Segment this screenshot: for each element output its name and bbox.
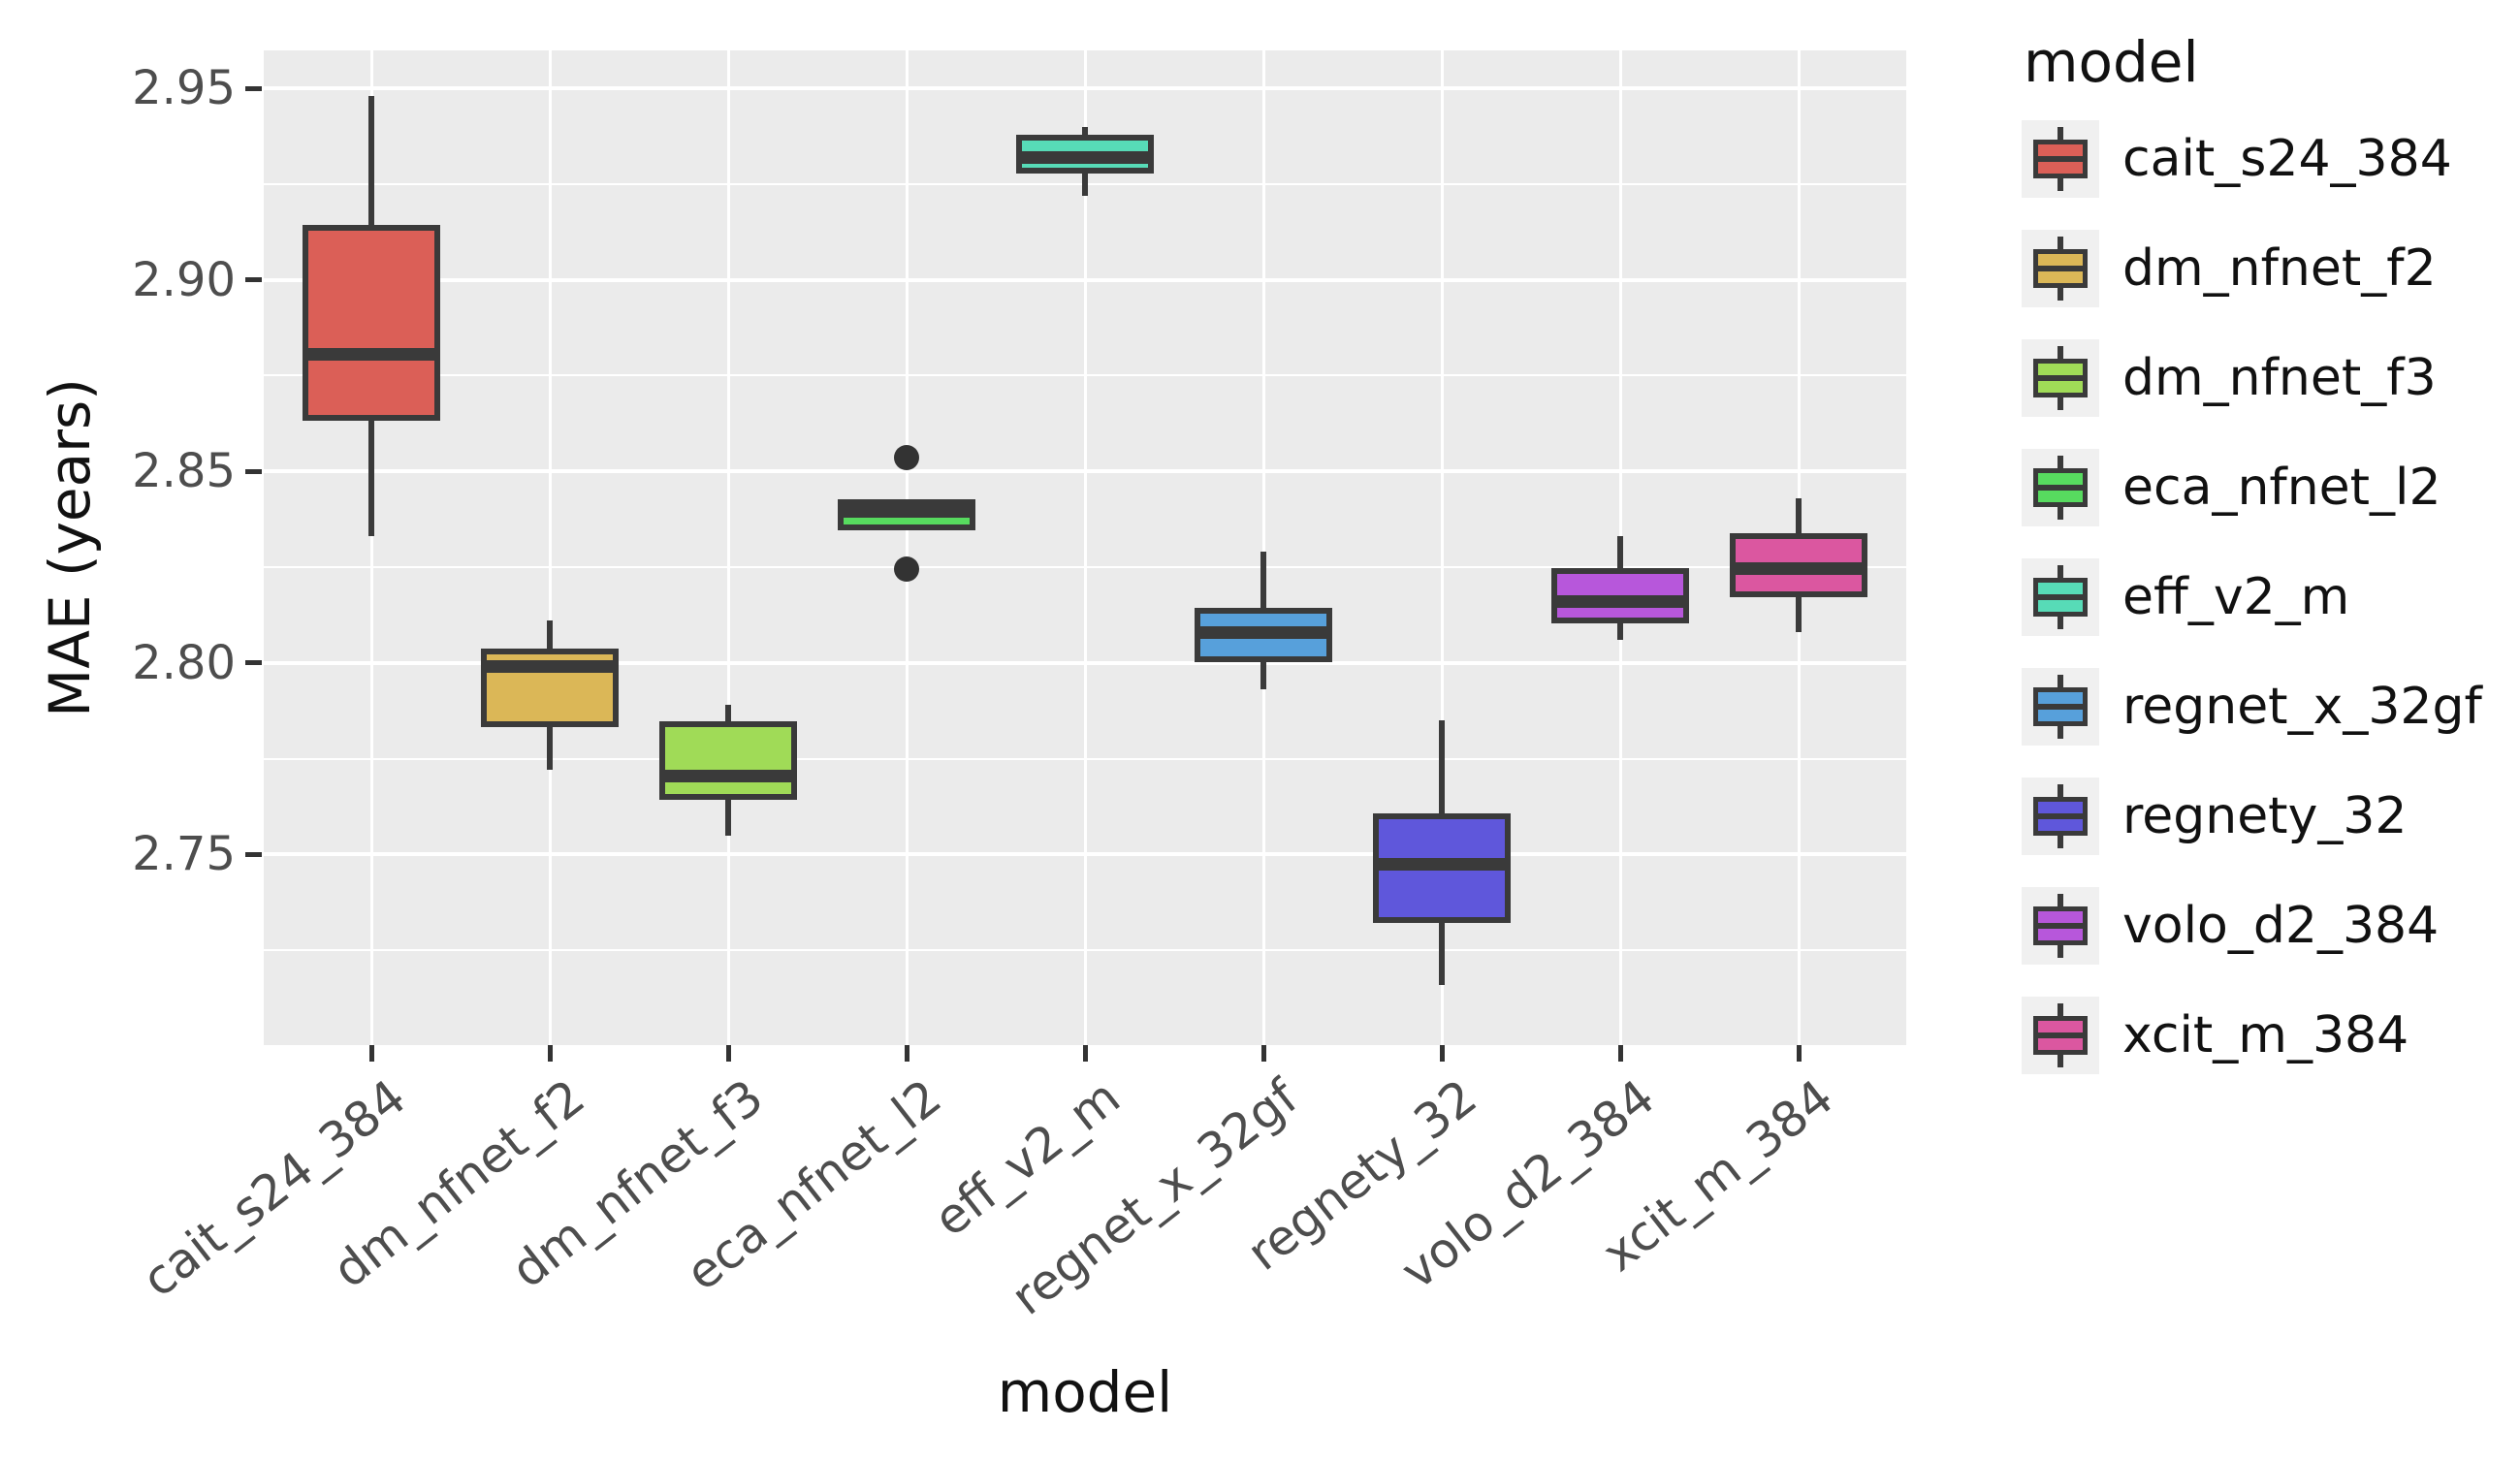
- legend-label: cait_s24_384: [2122, 130, 2452, 188]
- boxplot-median-eff_v2_m: [1021, 150, 1149, 164]
- boxplot-median-regnet_x_32gf: [1199, 625, 1327, 639]
- legend-item-dm_nfnet_f3: dm_nfnet_f3: [2022, 339, 2482, 417]
- y-tick-label: 2.85: [132, 444, 236, 499]
- legend-key-median: [2033, 1032, 2088, 1038]
- x-tick-mark: [1082, 1045, 1088, 1062]
- boxplot-outlier-eca_nfnet_l2: [894, 556, 919, 582]
- legend-title: model: [2024, 29, 2199, 95]
- plot-panel: [264, 50, 1906, 1045]
- legend-label: dm_nfnet_f2: [2122, 239, 2437, 298]
- legend-key-median: [2033, 266, 2088, 271]
- boxplot-box-xcit_m_384: [1730, 533, 1867, 597]
- boxplot-outlier-eca_nfnet_l2: [894, 445, 919, 471]
- x-tick-mark: [547, 1045, 553, 1062]
- y-tick-mark: [245, 85, 262, 91]
- legend-key-median: [2033, 485, 2088, 491]
- x-tick-mark: [1260, 1045, 1266, 1062]
- x-gridline: [905, 50, 909, 1045]
- legend-item-eff_v2_m: eff_v2_m: [2022, 558, 2482, 636]
- legend-item-dm_nfnet_f2: dm_nfnet_f2: [2022, 230, 2482, 307]
- x-gridline: [726, 50, 730, 1045]
- legend-key-boxplot-icon: [2022, 449, 2099, 526]
- legend-key-median: [2033, 704, 2088, 710]
- x-gridline: [369, 50, 373, 1045]
- legend-label: volo_d2_384: [2122, 897, 2440, 955]
- y-tick-mark: [245, 468, 262, 474]
- x-tick-mark: [368, 1045, 374, 1062]
- legend-label: eca_nfnet_l2: [2122, 459, 2441, 517]
- y-tick-mark: [245, 851, 262, 857]
- legend-item-regnet_x_32gf: regnet_x_32gf: [2022, 668, 2482, 746]
- legend-key-boxplot-icon: [2022, 668, 2099, 746]
- x-tick-mark: [1439, 1045, 1445, 1062]
- boxplot-median-regnety_32: [1378, 857, 1506, 871]
- x-tick-mark: [725, 1045, 731, 1062]
- x-gridline: [1083, 50, 1087, 1045]
- legend-key-boxplot-icon: [2022, 997, 2099, 1074]
- x-axis-title: model: [997, 1359, 1173, 1425]
- x-gridline: [1261, 50, 1265, 1045]
- y-tick-label: 2.75: [132, 827, 236, 882]
- x-tick-mark: [904, 1045, 909, 1062]
- legend-items: cait_s24_384 dm_nfnet_f2 dm_nfnet_f3 eca_nf…: [2022, 120, 2482, 1074]
- boxplot-median-xcit_m_384: [1735, 562, 1863, 576]
- legend-item-cait_s24_384: cait_s24_384: [2022, 120, 2482, 198]
- y-axis-title: MAE (years): [37, 378, 103, 717]
- legend-key-median: [2033, 375, 2088, 381]
- legend-label: xcit_m_384: [2122, 1006, 2409, 1064]
- y-tick-label: 2.95: [132, 61, 236, 115]
- y-tick-mark: [245, 277, 262, 283]
- boxplot-box-cait_s24_384: [303, 225, 440, 421]
- legend-key-boxplot-icon: [2022, 558, 2099, 636]
- legend-key-boxplot-icon: [2022, 887, 2099, 965]
- legend-label: dm_nfnet_f3: [2122, 349, 2437, 407]
- y-tick-label: 2.80: [132, 635, 236, 690]
- legend: model cait_s24_384 dm_nfnet_f2 dm_nfnet_f3…: [2022, 29, 2482, 1074]
- legend-item-volo_d2_384: volo_d2_384: [2022, 887, 2482, 965]
- legend-key-boxplot-icon: [2022, 120, 2099, 198]
- legend-key-boxplot-icon: [2022, 230, 2099, 307]
- legend-key-boxplot-icon: [2022, 778, 2099, 855]
- legend-key-median: [2033, 156, 2088, 162]
- x-tick-mark: [1617, 1045, 1623, 1062]
- boxplot-median-dm_nfnet_f3: [664, 769, 792, 782]
- boxplot-median-cait_s24_384: [307, 348, 435, 362]
- x-tick-mark: [1796, 1045, 1802, 1062]
- legend-item-eca_nfnet_l2: eca_nfnet_l2: [2022, 449, 2482, 526]
- legend-label: regnet_x_32gf: [2122, 678, 2482, 736]
- x-gridline: [548, 50, 552, 1045]
- y-tick-mark: [245, 660, 262, 666]
- legend-key-median: [2033, 813, 2088, 819]
- legend-key-median: [2033, 923, 2088, 929]
- legend-item-regnety_32: regnety_32: [2022, 778, 2482, 855]
- boxplot-median-eca_nfnet_l2: [843, 505, 971, 519]
- y-tick-label: 2.90: [132, 252, 236, 307]
- legend-key-boxplot-icon: [2022, 339, 2099, 417]
- boxplot-median-volo_d2_384: [1556, 595, 1684, 609]
- boxplot-box-dm_nfnet_f3: [659, 721, 797, 801]
- boxplot-median-dm_nfnet_f2: [486, 660, 614, 674]
- legend-label: eff_v2_m: [2122, 568, 2350, 626]
- legend-item-xcit_m_384: xcit_m_384: [2022, 997, 2482, 1074]
- legend-key-median: [2033, 594, 2088, 600]
- legend-label: regnety_32: [2122, 787, 2408, 845]
- x-gridline: [1440, 50, 1444, 1045]
